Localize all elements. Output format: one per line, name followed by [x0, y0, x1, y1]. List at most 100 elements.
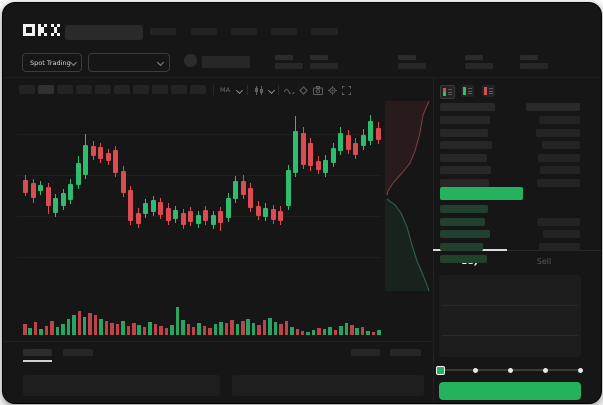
settings-gear-icon[interactable]	[328, 86, 337, 95]
volume-bar	[213, 324, 218, 335]
volume-bar	[339, 326, 343, 335]
ma-indicator-button[interactable]: MA	[220, 86, 231, 94]
tab-sell[interactable]: Sell	[536, 257, 552, 266]
volume-bar	[132, 323, 136, 335]
ticker-stat-label	[520, 55, 538, 60]
bottom-action-button[interactable]	[390, 349, 421, 356]
timeframe-button[interactable]	[133, 85, 149, 94]
chevron-down-icon[interactable]	[235, 86, 244, 95]
candle-body	[270, 209, 276, 220]
slider-stop-dot[interactable]	[472, 367, 478, 373]
bottom-tab-active[interactable]	[23, 349, 52, 356]
icon-line	[489, 93, 493, 94]
form-divider	[442, 305, 578, 306]
slider-stop-dot[interactable]	[507, 367, 513, 373]
candle-body	[285, 170, 291, 206]
total-input[interactable]	[439, 336, 581, 357]
candle-body	[53, 198, 59, 213]
bid-amount-placeholder	[539, 242, 580, 251]
orderbook-col-header-amount	[526, 103, 580, 111]
volume-bar	[181, 320, 185, 335]
market-type-dropdown[interactable]: Spot Trading	[22, 53, 82, 72]
slider-stop-dot[interactable]	[542, 367, 548, 373]
ticker-stat-label	[310, 55, 328, 60]
amount-input[interactable]	[439, 306, 581, 335]
bottom-tab[interactable]	[63, 349, 93, 356]
icon-color-bar	[463, 87, 466, 95]
ask-price-placeholder[interactable]	[440, 153, 487, 162]
timeframe-button[interactable]	[19, 85, 35, 94]
camera-screenshot-icon[interactable]	[313, 86, 323, 95]
toolbar-divider	[213, 85, 214, 95]
slider-handle[interactable]	[435, 365, 445, 375]
candle-body	[353, 143, 359, 155]
candle-body	[195, 215, 201, 224]
ask-amount-placeholder	[537, 178, 580, 187]
ticker-stat-label	[398, 55, 416, 60]
chart-type-icon[interactable]	[254, 86, 264, 95]
ask-price-placeholder[interactable]	[440, 166, 491, 174]
nav-item[interactable]	[311, 28, 338, 35]
bid-price-placeholder[interactable]	[440, 255, 487, 263]
volume-bar	[137, 325, 141, 335]
global-search-input[interactable]	[65, 25, 143, 40]
timeframe-button[interactable]	[152, 85, 168, 94]
volume-bar	[350, 325, 354, 335]
timeframe-button[interactable]	[114, 85, 130, 94]
volume-bar	[202, 326, 207, 335]
bid-price-placeholder[interactable]	[440, 230, 490, 238]
candle-body	[98, 147, 104, 159]
volume-bar	[170, 325, 174, 335]
candle-body	[315, 161, 321, 170]
chevron-down-icon[interactable]	[267, 86, 276, 95]
asks-only-icon[interactable]	[482, 85, 495, 97]
drawing-tool-icon[interactable]	[299, 86, 308, 95]
timeframe-button[interactable]	[171, 85, 187, 94]
nav-item[interactable]	[191, 28, 217, 35]
nav-item[interactable]	[271, 28, 297, 35]
nav-item[interactable]	[150, 28, 176, 35]
slider-stop-dot[interactable]	[577, 367, 583, 373]
timeframe-button[interactable]	[76, 85, 92, 94]
ask-price-placeholder[interactable]	[440, 128, 488, 137]
volume-bar	[148, 322, 152, 335]
ask-amount-placeholder	[540, 166, 580, 174]
volume-bar	[360, 327, 365, 335]
volume-bar	[371, 332, 376, 335]
volume-bar	[104, 321, 109, 335]
nav-item[interactable]	[231, 28, 257, 35]
candle-body	[180, 213, 186, 225]
trendline-tool-icon[interactable]	[284, 88, 295, 94]
bottom-action-button[interactable]	[351, 349, 380, 356]
ask-price-placeholder[interactable]	[440, 178, 489, 187]
candle-body	[240, 181, 246, 195]
ask-price-placeholder[interactable]	[440, 141, 492, 149]
candle-body	[135, 213, 141, 224]
icon-ask-bar	[443, 88, 446, 92]
ticker-stat-value	[310, 63, 338, 69]
volume-bar	[110, 323, 114, 335]
volume-bar	[126, 326, 131, 335]
combined-book-icon[interactable]	[440, 85, 455, 99]
candle-body	[143, 203, 149, 214]
candle-body	[293, 131, 299, 173]
bottom-tab-underline	[23, 360, 52, 362]
volume-bar	[251, 323, 256, 335]
bid-price-placeholder[interactable]	[440, 242, 483, 251]
fullscreen-expand-icon[interactable]	[342, 86, 351, 95]
timeframe-button[interactable]	[190, 85, 206, 94]
bids-only-icon[interactable]	[461, 85, 474, 97]
ask-price-placeholder[interactable]	[440, 116, 490, 124]
pair-selector-dropdown[interactable]	[88, 53, 170, 72]
timeframe-button[interactable]	[38, 85, 54, 94]
timeframe-button[interactable]	[57, 85, 73, 94]
volume-bar	[284, 321, 289, 335]
bid-price-placeholder[interactable]	[440, 205, 488, 213]
timeframe-button[interactable]	[95, 85, 111, 94]
candle-body	[83, 145, 89, 175]
bid-price-placeholder[interactable]	[440, 217, 485, 226]
price-input[interactable]	[439, 275, 581, 305]
volume-bar	[99, 319, 103, 335]
panel-divider	[433, 78, 434, 403]
buy-submit-button[interactable]	[439, 382, 581, 400]
